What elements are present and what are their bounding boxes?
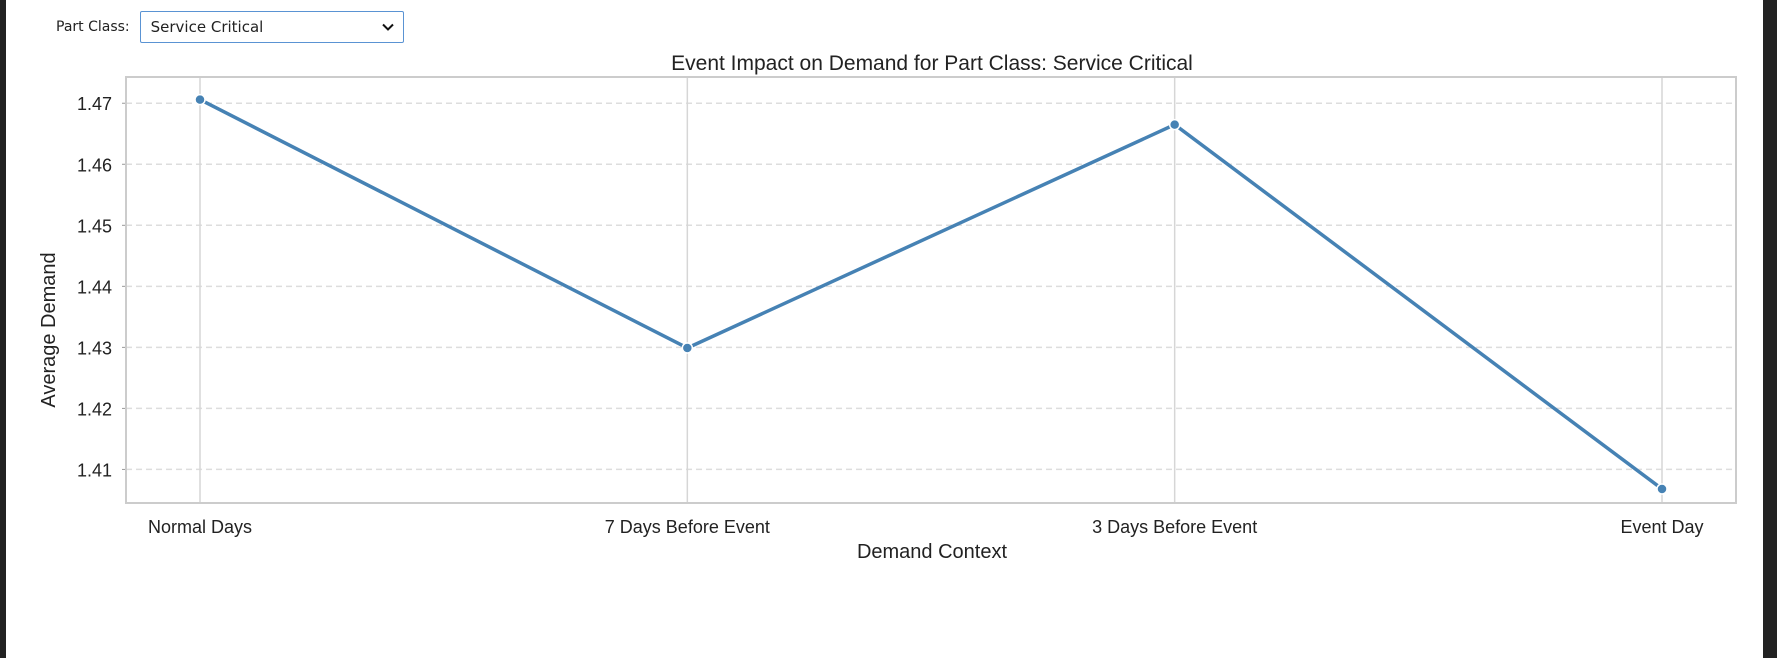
window-edge-left	[0, 0, 6, 658]
chart-title: Event Impact on Demand for Part Class: S…	[671, 52, 1193, 75]
y-tick-label: 1.42	[77, 399, 112, 419]
data-point	[1168, 118, 1181, 131]
window-edge-right	[1763, 0, 1777, 658]
y-tick-label: 1.45	[77, 216, 112, 236]
part-class-dropdown[interactable]: Service Critical	[139, 11, 404, 43]
x-tick-labels: Normal Days 7 Days Before Event 3 Days Bef…	[148, 517, 1704, 537]
line-chart: Event Impact on Demand for Part Class: S…	[38, 52, 1737, 563]
x-tick-label: 7 Days Before Event	[605, 517, 770, 537]
data-point	[194, 93, 206, 106]
data-point	[1656, 483, 1668, 495]
plot-frame	[125, 76, 1737, 504]
y-axis-label: Average Demand	[38, 252, 60, 407]
part-class-filter: Part Class: Service Critical	[56, 10, 404, 44]
part-class-label: Part Class:	[56, 19, 130, 35]
y-tick-label: 1.41	[77, 460, 112, 480]
part-class-selected-value: Service Critical	[150, 18, 264, 36]
x-tick-label: 3 Days Before Event	[1092, 517, 1257, 537]
y-tick-label: 1.47	[77, 94, 112, 114]
chevron-down-icon	[381, 23, 394, 31]
series-line	[199, 98, 1664, 491]
gridlines	[122, 77, 1736, 503]
y-tick-labels: 1.41 1.42 1.43 1.44 1.45 1.46 1.47	[77, 94, 112, 480]
series-average-demand	[194, 93, 1668, 495]
chart-container: Event Impact on Demand for Part Class: S…	[0, 48, 1760, 648]
x-axis-label: Demand Context	[857, 541, 1008, 563]
y-tick-label: 1.43	[77, 338, 112, 358]
x-tick-label: Normal Days	[148, 517, 252, 537]
y-tick-label: 1.44	[77, 277, 112, 297]
data-point	[681, 342, 694, 354]
y-tick-label: 1.46	[77, 155, 112, 175]
x-tick-label: Event Day	[1620, 517, 1703, 537]
